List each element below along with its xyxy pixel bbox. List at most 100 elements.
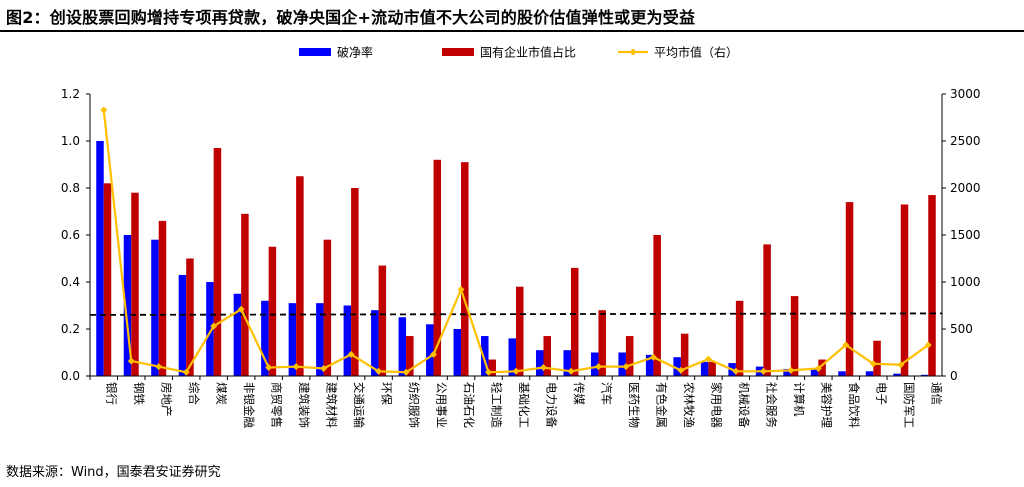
category-label: 电子 bbox=[874, 382, 888, 405]
category-label: 机械设备 bbox=[737, 382, 751, 428]
category-label: 计算机 bbox=[792, 382, 806, 417]
category-label: 银行 bbox=[105, 382, 119, 405]
bar-soe-share bbox=[461, 162, 469, 376]
category-label: 电力设备 bbox=[544, 382, 558, 428]
avg-market-cap-point bbox=[539, 364, 547, 372]
category-label: 基础化工 bbox=[517, 382, 531, 428]
left-tick-label: 1.0 bbox=[61, 134, 80, 148]
category-label: 农林牧渔 bbox=[682, 382, 696, 428]
bar-pb-ratio bbox=[178, 274, 187, 376]
avg-market-cap-point bbox=[594, 363, 602, 371]
bar-soe-share bbox=[845, 202, 854, 376]
bar-soe-share bbox=[131, 192, 139, 376]
bar-soe-share bbox=[543, 336, 551, 376]
avg-market-cap-point bbox=[265, 364, 273, 372]
left-tick-label: 0.0 bbox=[61, 369, 80, 383]
avg-market-cap-point bbox=[842, 341, 850, 349]
bar-soe-share bbox=[818, 359, 826, 376]
right-tick-label: 500 bbox=[950, 322, 973, 336]
legend-swatch bbox=[442, 48, 474, 56]
bar-soe-share bbox=[351, 188, 359, 376]
category-label: 钢铁 bbox=[132, 382, 146, 405]
bar-pb-ratio bbox=[288, 303, 297, 376]
bar-soe-share bbox=[680, 333, 689, 376]
bar-soe-share bbox=[406, 336, 414, 376]
category-label: 综合 bbox=[187, 382, 201, 405]
avg-market-cap-point bbox=[924, 341, 932, 349]
data-source-note: 数据来源：Wind，国泰君安证券研究 bbox=[6, 465, 221, 480]
left-tick-label: 0.2 bbox=[61, 322, 80, 336]
bar-soe-share bbox=[488, 359, 497, 376]
right-tick-label: 3000 bbox=[950, 87, 981, 101]
bar-pb-ratio bbox=[838, 371, 846, 376]
category-label: 石油石化 bbox=[462, 382, 476, 428]
bar-soe-share bbox=[103, 183, 112, 376]
avg-market-cap-point bbox=[210, 322, 218, 330]
bar-soe-share bbox=[268, 246, 277, 376]
bar-pb-ratio bbox=[398, 317, 407, 376]
bar-pb-ratio bbox=[865, 371, 874, 376]
avg-market-cap-point bbox=[759, 367, 767, 375]
avg-market-cap-point bbox=[320, 364, 328, 372]
right-tick-label: 1500 bbox=[950, 228, 981, 242]
bar-pb-ratio bbox=[508, 338, 516, 376]
chart-legend: 破净率 国有企业市值占比 平均市值（右） bbox=[299, 45, 738, 60]
chart-area: 破净率 国有企业市值占比 平均市值（右） 0.0 0.2 0.4 0.6 0.8 1.0 1.2… bbox=[61, 45, 981, 429]
bar-pb-ratio bbox=[426, 324, 434, 376]
legend-label: 平均市值（右） bbox=[654, 45, 738, 60]
bar-soe-share bbox=[708, 361, 716, 376]
category-label: 社会服务 bbox=[764, 382, 778, 428]
bar-pb-ratio bbox=[123, 235, 132, 376]
bar-pb-ratio bbox=[700, 361, 709, 376]
right-tick-label: 1000 bbox=[950, 275, 981, 289]
bar-soe-share bbox=[296, 176, 304, 376]
avg-market-cap-point bbox=[100, 106, 108, 114]
title-bar: 图2：创设股票回购增持专项再贷款，破净央国企+流动市值不大公司的股价估值弹性或更… bbox=[0, 0, 1024, 32]
avg-market-cap-point bbox=[787, 366, 795, 374]
avg-market-cap-point bbox=[237, 305, 245, 313]
avg-market-cap-point bbox=[814, 364, 822, 372]
category-label: 非银金融 bbox=[242, 382, 256, 428]
category-label: 交通运输 bbox=[352, 382, 366, 428]
bar-pb-ratio bbox=[151, 239, 159, 376]
category-label: 商贸零售 bbox=[270, 382, 284, 428]
bar-soe-share bbox=[873, 340, 881, 376]
bar-pb-ratio bbox=[783, 368, 791, 376]
avg-market-cap-point bbox=[402, 368, 410, 376]
avg-market-cap-point bbox=[649, 353, 657, 361]
bar-soe-share bbox=[433, 159, 442, 376]
bar-pb-ratio bbox=[645, 354, 654, 376]
bar-pb-ratio bbox=[316, 303, 324, 376]
bar-pb-ratio bbox=[673, 357, 681, 376]
bar-soe-share bbox=[625, 336, 634, 376]
figure-title: 图2：创设股票回购增持专项再贷款，破净央国企+流动市值不大公司的股价估值弹性或更… bbox=[6, 8, 696, 27]
left-tick-label: 0.8 bbox=[61, 181, 80, 195]
avg-market-cap-point bbox=[347, 350, 355, 358]
bar-pb-ratio bbox=[810, 368, 819, 376]
bar-soe-share bbox=[790, 296, 799, 376]
legend-swatch bbox=[299, 48, 331, 56]
bar-pb-ratio bbox=[233, 293, 242, 376]
bar-pb-ratio bbox=[371, 310, 379, 376]
category-label: 传媒 bbox=[572, 382, 586, 405]
avg-market-cap-point bbox=[375, 367, 383, 375]
avg-market-cap-point bbox=[182, 368, 190, 376]
line-layer bbox=[100, 106, 932, 376]
bar-soe-share bbox=[158, 220, 167, 376]
right-tick-label: 0 bbox=[950, 369, 958, 383]
avg-market-cap-point bbox=[677, 366, 685, 374]
left-tick-label: 1.2 bbox=[61, 87, 80, 101]
avg-market-cap-point bbox=[127, 357, 135, 365]
category-label: 煤炭 bbox=[215, 382, 229, 405]
bar-pb-ratio bbox=[563, 350, 571, 376]
bar-pb-ratio bbox=[343, 305, 352, 376]
avg-market-cap-point bbox=[292, 363, 300, 371]
category-label: 国防军工 bbox=[902, 382, 916, 428]
legend-label: 国有企业市值占比 bbox=[480, 45, 576, 60]
bar-pb-ratio bbox=[590, 352, 599, 376]
bar-soe-share bbox=[378, 265, 387, 376]
bar-pb-ratio bbox=[453, 329, 462, 376]
avg-market-cap-point bbox=[897, 361, 905, 369]
category-label: 纺织服饰 bbox=[407, 382, 421, 428]
bar-layer bbox=[96, 141, 936, 376]
